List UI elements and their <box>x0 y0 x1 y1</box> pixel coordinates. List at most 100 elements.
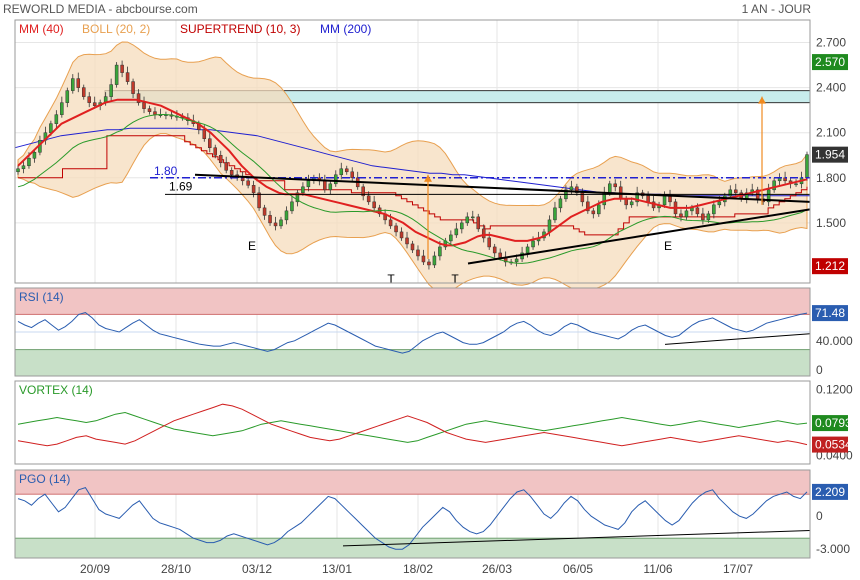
candle-body <box>290 201 294 212</box>
candle-body <box>388 219 393 227</box>
pgo-trendline <box>342 530 811 547</box>
candle-body <box>262 207 267 216</box>
y-tick-label: 2.700 <box>816 36 846 50</box>
vortex-panel-bg <box>15 381 810 464</box>
target-arrow-1-head <box>424 174 432 182</box>
candle-body <box>766 189 771 203</box>
candle-body <box>306 180 311 188</box>
vortex-badge-positive-bg <box>812 415 848 432</box>
candle-body <box>328 183 333 191</box>
candle-body <box>635 192 639 203</box>
legend-entry: SUPERTREND (10, 3) <box>180 22 300 36</box>
candle-body <box>454 228 459 236</box>
rsi-y-tick: 0 <box>816 363 823 377</box>
candle-body <box>558 198 563 209</box>
price-badge-bg <box>812 146 848 163</box>
candle-body <box>575 186 579 194</box>
rsi-y-tick: 40.000 <box>816 334 853 348</box>
candle-body <box>81 87 86 97</box>
candle-body <box>295 192 300 203</box>
candle-body <box>476 216 481 230</box>
rsi-panel-frame <box>14 287 811 377</box>
candle-body <box>301 186 305 194</box>
candle-body <box>361 186 365 197</box>
candle-body <box>487 237 491 248</box>
candle-body <box>92 102 97 106</box>
candle-body <box>701 213 705 221</box>
candle-body <box>125 72 130 82</box>
candle-body <box>229 170 234 176</box>
vortex-panel-frame <box>14 380 811 465</box>
candle-body <box>794 183 798 186</box>
candle-body <box>597 204 601 215</box>
pgo-panel-frame <box>14 469 811 559</box>
candle-body <box>607 183 612 194</box>
x-tick-label: 13/01 <box>322 562 352 576</box>
price-badge: 2.570 <box>815 55 845 69</box>
pattern-label: E <box>664 239 672 253</box>
vortex-badge-negative-bg <box>812 436 848 453</box>
level-label-169: 1.69 <box>169 179 193 193</box>
pgo-title: PGO (14) <box>19 472 70 486</box>
candle-body <box>54 114 59 124</box>
x-tick-label: 18/02 <box>403 562 433 576</box>
candle-body <box>427 261 431 266</box>
candle-body <box>136 93 141 103</box>
mm40-line <box>17 98 808 247</box>
candle-body <box>339 168 344 176</box>
candle-body <box>553 207 557 221</box>
candle-body <box>728 189 733 197</box>
legend-entry: MM (200) <box>320 22 371 36</box>
candle-body <box>273 222 278 227</box>
candle-body <box>268 215 272 224</box>
candle-body <box>279 219 283 227</box>
candle-body <box>421 255 426 263</box>
x-tick-label: 17/07 <box>723 562 753 576</box>
period-label[interactable]: 1 AN - JOUR <box>741 2 811 16</box>
pgo-badge: 2.209 <box>815 485 845 499</box>
rsi-badge-bg <box>812 305 848 322</box>
candle-body <box>251 185 256 194</box>
bollinger-band <box>17 41 808 294</box>
candle-body <box>131 81 135 94</box>
candle-body <box>684 210 689 218</box>
candle-body <box>646 195 650 203</box>
price-badge: 1.954 <box>815 148 845 162</box>
x-tick-label: 11/06 <box>643 562 672 576</box>
rsi-title: RSI (14) <box>19 290 64 304</box>
ascending-trendline <box>467 208 811 265</box>
pgo-line <box>17 487 808 550</box>
candle-body <box>629 201 634 206</box>
candle-body <box>284 210 289 221</box>
candle-body <box>481 228 486 239</box>
candle-body <box>805 154 809 179</box>
candle-body <box>591 210 596 215</box>
candle-body <box>668 195 672 203</box>
price-badge-bg <box>812 54 848 71</box>
vortex-y-tick: 0.1200 <box>816 382 853 396</box>
support-line <box>17 114 808 264</box>
x-tick-label: 26/03 <box>482 562 512 576</box>
x-tick-label: 28/10 <box>161 562 191 576</box>
candle-body <box>706 213 711 221</box>
candle-body <box>695 207 700 215</box>
candle-body <box>87 96 91 103</box>
candle-body <box>679 213 683 218</box>
candle-body <box>449 234 453 242</box>
pgo-y-tick: -3.000 <box>816 542 850 556</box>
candle-body <box>114 64 119 85</box>
candle-body <box>323 180 327 191</box>
candle-body <box>465 216 470 224</box>
candle-body <box>531 240 535 248</box>
legend-entry: MM (40) <box>19 22 64 36</box>
pattern-label: T <box>387 272 395 286</box>
candle-body <box>569 186 574 191</box>
candle-body <box>372 201 376 209</box>
rsi-trendline <box>664 333 811 345</box>
candle-body <box>734 189 738 194</box>
candle-body <box>224 162 228 171</box>
rsi-badge: 71.48 <box>815 306 845 320</box>
vortex-title: VORTEX (14) <box>19 383 93 397</box>
candle-body <box>432 255 437 266</box>
